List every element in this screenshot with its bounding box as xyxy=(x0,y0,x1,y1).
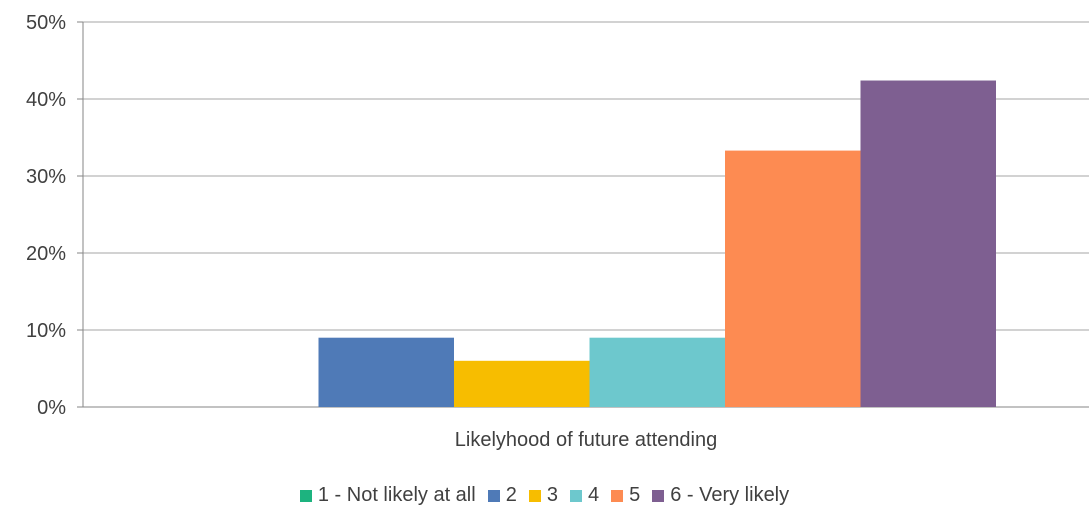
bar-series-6 xyxy=(860,80,996,408)
legend-swatch xyxy=(569,489,582,502)
legend-item-2: 2 xyxy=(487,484,517,507)
plot-area: 0% 10% 20% 30% 40% 50% Likelyhood of future a… xyxy=(26,12,1089,451)
legend-label: 1 - Not likely at all xyxy=(317,484,476,506)
legend-label: 4 xyxy=(587,484,600,506)
x-axis-label: Likelyhood of future attending xyxy=(455,429,717,451)
y-tick-label: 20% xyxy=(26,243,66,265)
legend-item-1: 1 - Not likely at all xyxy=(299,484,476,507)
legend-label: 5 xyxy=(629,484,641,506)
y-tick-label: 40% xyxy=(26,89,66,111)
legend-label: 2 xyxy=(505,484,517,506)
legend-item-6: 6 - Very likely xyxy=(652,484,789,507)
y-tick-label: 0% xyxy=(37,397,66,419)
y-tick-label: 30% xyxy=(26,166,66,188)
bar-series-2 xyxy=(318,337,454,407)
legend-label: 3 xyxy=(546,484,558,506)
legend-swatch xyxy=(652,489,665,502)
bar-series-4 xyxy=(589,337,725,407)
legend-swatch xyxy=(299,489,312,502)
legend: 1 - Not likely at all 2 3 4 5 6 - Very likely xyxy=(0,484,1089,507)
bar-series-5 xyxy=(725,150,861,407)
legend-swatch xyxy=(611,489,624,502)
legend-item-3: 3 xyxy=(528,484,558,507)
y-tick-label: 50% xyxy=(26,12,66,34)
y-tick-label: 10% xyxy=(26,320,66,342)
legend-label: 6 - Very likely xyxy=(670,484,790,506)
legend-item-5: 5 xyxy=(611,484,640,507)
legend-item-4: 4 xyxy=(569,484,600,507)
bar-series-3 xyxy=(454,360,590,407)
legend-swatch xyxy=(528,489,541,502)
legend-swatch xyxy=(487,489,500,502)
